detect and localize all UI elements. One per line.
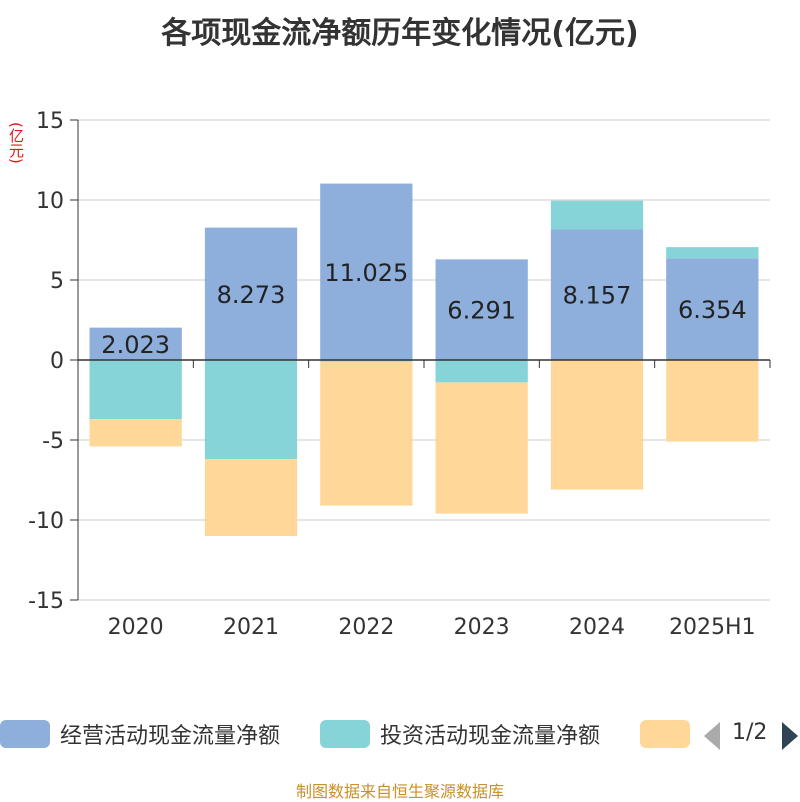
x-axis-category-label: 2025H1 [669,615,756,640]
legend-label-operating: 经营活动现金流量净额 [60,724,281,749]
y-axis-tick-label: 10 [36,189,64,214]
bar-financing-2024 [550,360,644,490]
y-axis-tick-label: -15 [28,589,64,614]
bar-financing-2025H1 [666,360,759,442]
x-axis-category-label: 2023 [454,615,510,640]
y-axis-tick-label: 5 [50,269,64,294]
data-label-operating-2021: 8.273 [217,281,286,309]
bar-financing-2020 [89,419,182,447]
legend-swatch-operating [0,720,50,748]
bar-operating-2021 [204,227,298,360]
legend-pager: 1/2 [700,718,800,754]
data-label-operating-2025H1: 6.354 [678,296,747,324]
data-source-note: 制图数据来自恒生聚源数据库 [295,782,504,801]
stacked-bar-chart: 15 10 5 0 -5 -10 -15 2.023 8.273 11.025 6.291 8.157… [28,109,771,640]
x-axis-category-label: 2024 [569,615,625,640]
legend: 经营活动现金流量净额 投资活动现金流量净额 1/2 [0,716,800,756]
y-axis-tick-label: 15 [36,109,64,134]
legend-page-number: 1/2 [732,720,768,745]
legend-prev-page-icon[interactable] [704,722,720,750]
bar-operating-2024 [550,229,644,360]
bar-investing-2021 [204,360,298,460]
data-label-operating-2023: 6.291 [447,297,516,325]
legend-next-page-icon[interactable] [782,722,798,750]
y-axis-tick-label: -10 [28,509,64,534]
data-label-operating-2024: 8.157 [563,282,632,310]
legend-swatch-financing [640,720,690,748]
x-axis-category-label: 2020 [108,615,164,640]
data-label-operating-2020: 2.023 [101,331,170,359]
legend-swatch-investing [320,720,370,748]
y-axis-unit-label: (亿元) [7,122,25,164]
bar-operating-2022 [320,183,413,360]
y-axis-tick-label: -5 [42,429,64,454]
bar-financing-2023 [435,382,528,514]
bar-investing-2024 [550,200,644,230]
legend-item-investing[interactable]: 投资活动现金流量净额 [320,716,600,752]
data-label-operating-2022: 11.025 [324,259,408,287]
bar-operating-2020 [89,327,182,360]
legend-item-financing[interactable] [640,716,690,752]
legend-item-operating[interactable]: 经营活动现金流量净额 [0,716,280,752]
bar-financing-2021 [204,459,298,536]
legend-label-investing: 投资活动现金流量净额 [380,724,601,749]
bar-investing-2022 [320,360,413,362]
bar-financing-2022 [320,361,413,506]
bar-investing-2025H1 [666,247,759,259]
x-axis-category-label: 2021 [223,615,279,640]
bar-operating-2025H1 [666,258,759,360]
y-axis-tick-label: 0 [50,349,64,374]
bar-investing-2020 [89,360,182,420]
bar-investing-2023 [435,360,528,383]
bar-operating-2023 [435,259,528,360]
chart-title: 各项现金流净额历年变化情况(亿元) [161,16,639,51]
x-axis-category-label: 2022 [338,615,394,640]
